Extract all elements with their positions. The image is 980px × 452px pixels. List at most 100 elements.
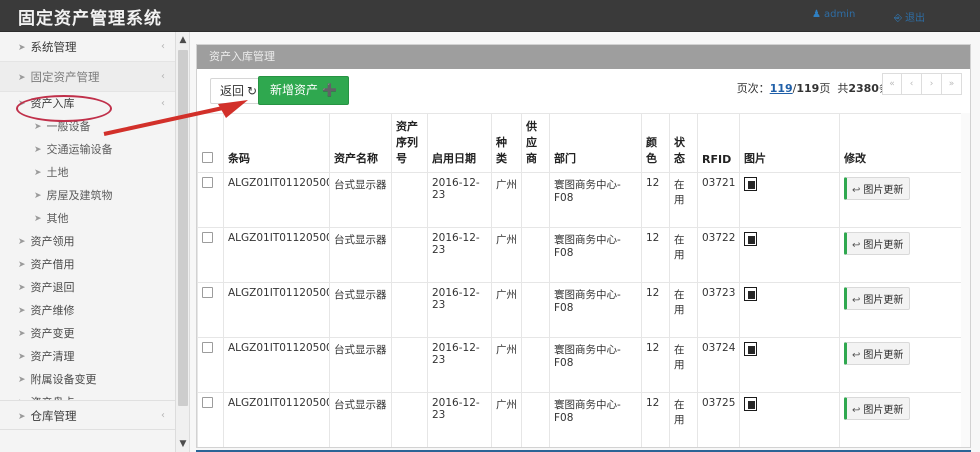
sidebar-group-fixed-asset-management[interactable]: ➤ 固定资产管理 ‹	[0, 62, 175, 92]
header-image[interactable]: 图片	[739, 113, 840, 173]
sidebar-item-asset-change[interactable]: ➤ 资产变更	[0, 322, 175, 345]
nav-arrow-icon: ➤	[18, 99, 26, 109]
checkbox-icon[interactable]	[202, 232, 213, 243]
checkbox-icon[interactable]	[202, 287, 213, 298]
sidebar-item-asset-borrow[interactable]: ➤ 资产借用	[0, 253, 175, 276]
sidebar-item-label: 资产退回	[30, 281, 75, 294]
sidebar-group-warehouse-management[interactable]: ➤ 仓库管理 ‹	[0, 400, 175, 430]
table-row[interactable]: ALGZ01IT0112050016台式显示器 2016-12-23广州寰图商务中…	[197, 282, 962, 338]
image-thumbnail-icon[interactable]	[744, 232, 757, 246]
header-rfid[interactable]: RFID	[697, 113, 740, 173]
header-start-date[interactable]: 启用日期	[427, 113, 492, 173]
image-update-label: 图片更新	[863, 185, 904, 196]
header-supplier[interactable]: 供应商	[521, 113, 550, 173]
image-thumbnail-icon[interactable]	[744, 287, 757, 301]
select-all-header	[197, 113, 224, 173]
table-row[interactable]: ALGZ01IT0112050014台式显示器 2016-12-23广州寰图商务中…	[197, 172, 962, 228]
table-row[interactable]: ALGZ01IT0112050015台式显示器 2016-12-23广州寰图商务中…	[197, 227, 962, 283]
sidebar-item-asset-repair[interactable]: ➤ 资产维修	[0, 299, 175, 322]
top-bar: 固定资产管理系统 ♟ admin ⎆ 退出	[0, 0, 980, 32]
sidebar-item-label: 房屋及建筑物	[46, 189, 113, 202]
sidebar-item-label: 资产入库	[30, 97, 75, 110]
chevron-up-icon[interactable]: ▲	[179, 35, 187, 45]
cell-department: 寰图商务中心-F08	[549, 337, 642, 393]
cell-category: 广州	[491, 172, 522, 228]
logout-link[interactable]: ⎆ 退出	[894, 9, 925, 24]
header-modify[interactable]: 修改	[839, 113, 962, 173]
cell-status: 在用	[669, 337, 698, 393]
table-row[interactable]: ALGZ01IT0112050017台式显示器 2016-12-23广州寰图商务中…	[197, 337, 962, 393]
image-update-button[interactable]: ↩ 图片更新	[844, 177, 911, 200]
image-update-button[interactable]: ↩ 图片更新	[844, 342, 911, 365]
header-department[interactable]: 部门	[549, 113, 642, 173]
cell-image-update: ↩ 图片更新	[839, 337, 962, 393]
cell-barcode: ALGZ01IT0112050015	[223, 227, 330, 283]
header-asset-name[interactable]: 资产名称	[329, 113, 392, 173]
current-user-label: admin	[823, 9, 856, 20]
sidebar-group-label: 仓库管理	[30, 409, 77, 423]
current-user-link[interactable]: ♟ admin	[812, 9, 855, 20]
cell-rfid: 03725	[697, 392, 740, 447]
cell-department: 寰图商务中心-F08	[549, 392, 642, 447]
cell-color: 12	[641, 337, 670, 393]
sidebar-scrollbar[interactable]: ▲ ▼	[176, 32, 190, 452]
cell-supplier	[521, 282, 550, 338]
sidebar-item-transport-equipment[interactable]: ➤ 交通运输设备	[0, 138, 175, 161]
nav-arrow-icon: ➤	[18, 306, 26, 316]
cell-status: 在用	[669, 227, 698, 283]
sidebar-item-land[interactable]: ➤ 土地	[0, 161, 175, 184]
checkbox-icon[interactable]	[202, 152, 213, 163]
sidebar-item-asset-requisition[interactable]: ➤ 资产领用	[0, 230, 175, 253]
sidebar-item-asset-inbound[interactable]: ➤ 资产入库 ‹	[0, 92, 175, 115]
row-checkbox-cell	[197, 392, 224, 447]
sidebar-item-label: 土地	[46, 166, 69, 179]
first-page-button[interactable]: «	[882, 73, 902, 95]
sidebar-group-system-management[interactable]: ➤ 系统管理 ‹	[0, 32, 175, 62]
cell-supplier	[521, 337, 550, 393]
sidebar-item-accessory-change[interactable]: ➤ 附属设备变更	[0, 368, 175, 391]
checkbox-icon[interactable]	[202, 397, 213, 408]
cell-image	[739, 392, 840, 447]
chevron-down-icon[interactable]: ▼	[179, 439, 187, 449]
checkbox-icon[interactable]	[202, 342, 213, 353]
image-update-button[interactable]: ↩ 图片更新	[844, 287, 911, 310]
image-thumbnail-icon[interactable]	[744, 397, 757, 411]
table-row[interactable]: ALGZ01IT0112050018台式显示器 2016-12-23广州寰图商务中…	[197, 392, 962, 447]
header-barcode[interactable]: 条码	[223, 113, 330, 173]
sidebar-item-general-equipment[interactable]: ➤ 一般设备	[0, 115, 175, 138]
last-page-button[interactable]: »	[942, 73, 962, 95]
nav-arrow-icon: ➤	[18, 352, 26, 362]
header-category[interactable]: 种类	[491, 113, 522, 173]
row-checkbox-cell	[197, 227, 224, 283]
checkbox-icon[interactable]	[202, 177, 213, 188]
table-scrollbar[interactable]	[961, 113, 970, 447]
sidebar-item-buildings[interactable]: ➤ 房屋及建筑物	[0, 184, 175, 207]
pager-current-page[interactable]: 119	[769, 82, 793, 95]
sidebar-item-others[interactable]: ➤ 其他	[0, 207, 175, 230]
cell-image	[739, 337, 840, 393]
nav-arrow-icon: ➤	[34, 214, 42, 224]
cell-category: 广州	[491, 337, 522, 393]
sidebar-item-asset-disposal[interactable]: ➤ 资产清理	[0, 345, 175, 368]
next-page-button[interactable]: ›	[922, 73, 942, 95]
header-status[interactable]: 状态	[669, 113, 698, 173]
image-thumbnail-icon[interactable]	[744, 342, 757, 356]
nav-arrow-icon: ➤	[18, 43, 26, 53]
prev-page-button[interactable]: ‹	[902, 73, 922, 95]
cell-color: 12	[641, 227, 670, 283]
header-color[interactable]: 颜色	[641, 113, 670, 173]
header-serial-number[interactable]: 资产序列号	[391, 113, 428, 173]
cell-image-update: ↩ 图片更新	[839, 282, 962, 338]
image-update-button[interactable]: ↩ 图片更新	[844, 232, 911, 255]
sidebar-scrollbar-thumb[interactable]	[178, 50, 188, 406]
cell-start-date: 2016-12-23	[427, 392, 492, 447]
nav-arrow-icon: ➤	[34, 191, 42, 201]
refresh-icon: ↻	[247, 84, 258, 98]
image-thumbnail-icon[interactable]	[744, 177, 757, 191]
cell-status: 在用	[669, 392, 698, 447]
image-update-button[interactable]: ↩ 图片更新	[844, 397, 911, 420]
sidebar-item-asset-return[interactable]: ➤ 资产退回	[0, 276, 175, 299]
cell-serial-number	[391, 227, 428, 283]
sidebar: ➤ 系统管理 ‹ ➤ 固定资产管理 ‹ ➤ 资产入库 ‹ ➤ 一般设备 ➤ 交通运输设备 …	[0, 32, 176, 452]
add-asset-button[interactable]: 新增资产 ➕	[258, 76, 349, 105]
